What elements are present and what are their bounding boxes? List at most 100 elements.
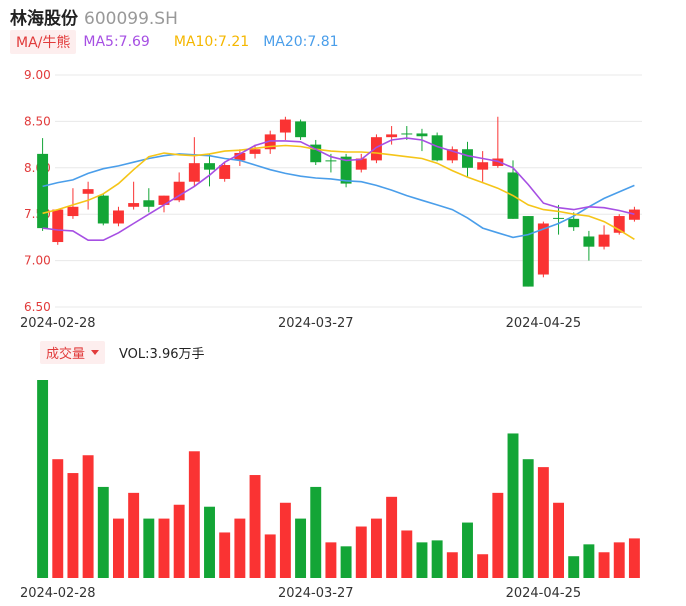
volume-bar — [386, 496, 398, 578]
volume-bar — [52, 459, 64, 578]
volume-bar — [37, 380, 49, 578]
candle-up — [234, 152, 246, 161]
ma20-value: MA20:7.81 — [263, 34, 339, 50]
candle-up — [477, 162, 489, 170]
candle-down — [401, 133, 413, 135]
volume-bar — [295, 518, 307, 578]
candle-up — [82, 189, 94, 194]
candle-down — [340, 156, 352, 184]
volume-bar — [82, 455, 94, 578]
candle-down — [295, 121, 307, 138]
candle-down — [431, 135, 443, 161]
candle-down — [522, 216, 534, 287]
volume-x-tick-label: 2024-03-27 — [278, 586, 354, 601]
candle-down — [37, 153, 49, 229]
volume-bar — [219, 532, 231, 578]
volume-indicator-label: 成交量 — [46, 346, 86, 362]
candle-down — [204, 163, 215, 170]
volume-bar — [97, 486, 109, 578]
volume-bar — [370, 518, 382, 578]
candle-up — [446, 149, 458, 161]
volume-bar — [492, 492, 504, 578]
y-tick-label: 7.00 — [24, 254, 51, 268]
candle-up — [112, 210, 124, 224]
candle-down — [97, 195, 109, 224]
candle-down — [568, 218, 580, 228]
volume-bar — [416, 542, 428, 578]
volume-bar — [310, 486, 322, 578]
candle-up — [370, 137, 382, 161]
candle-down — [416, 133, 428, 137]
volume-bar — [613, 542, 625, 578]
volume-bar — [204, 506, 215, 578]
volume-bar — [553, 502, 565, 578]
volume-indicator-selector[interactable]: 成交量 — [40, 340, 106, 364]
ma10-line — [42, 144, 635, 240]
volume-legend: 成交量 VOL:3.96万手 — [40, 340, 205, 364]
candle-up — [158, 195, 170, 205]
ma5-line — [42, 137, 635, 241]
candle-up — [355, 158, 367, 170]
stock-code: 600099.SH — [84, 9, 178, 29]
candle-up — [249, 149, 261, 154]
stock-header: 林海股份 600099.SH — [10, 4, 178, 29]
volume-bar — [249, 475, 261, 578]
x-tick-label: 2024-02-28 — [20, 316, 96, 331]
volume-bar — [264, 534, 276, 578]
volume-bar — [401, 530, 413, 578]
candle-up — [279, 119, 291, 133]
candle-up — [188, 163, 200, 182]
y-tick-label: 8.50 — [24, 114, 51, 128]
candle-up — [173, 181, 185, 201]
ma20-line — [42, 153, 635, 239]
x-tick-label: 2024-04-25 — [506, 316, 582, 331]
ma5-value: MA5:7.69 — [83, 34, 150, 50]
ma-indicator-selector[interactable]: MA/牛熊 — [10, 30, 77, 54]
candle-down — [325, 160, 337, 162]
candle-up — [386, 134, 398, 138]
candle-down — [553, 217, 565, 219]
candle-up — [613, 216, 625, 233]
volume-bar — [583, 544, 595, 578]
candle-up — [219, 165, 231, 179]
volume-bar — [325, 542, 337, 578]
candle-up — [492, 158, 504, 166]
candle-down — [462, 149, 473, 168]
candle-up — [264, 134, 276, 150]
volume-bar — [522, 459, 534, 578]
volume-x-tick-label: 2024-04-25 — [506, 586, 582, 601]
volume-bar — [477, 554, 489, 578]
volume-value: VOL:3.96万手 — [119, 346, 205, 362]
volume-x-tick-label: 2024-02-28 — [20, 586, 96, 601]
volume-bar — [234, 518, 246, 578]
candle-up — [537, 223, 549, 275]
volume-bar — [431, 540, 443, 578]
stock-name: 林海股份 — [10, 9, 78, 29]
volume-bar — [128, 492, 140, 578]
volume-bar — [188, 451, 200, 578]
candle-up — [598, 234, 610, 247]
volume-bar — [279, 502, 291, 578]
ma-legend: MA/牛熊 MA5:7.69 MA10:7.21 MA20:7.81 — [10, 30, 339, 54]
y-tick-label: 9.00 — [24, 68, 51, 82]
volume-bar — [355, 526, 367, 578]
volume-bar — [446, 552, 458, 578]
volume-bar — [143, 518, 155, 578]
volume-bar — [158, 518, 170, 578]
volume-bar — [628, 538, 640, 578]
volume-bar — [112, 518, 124, 578]
volume-bar — [507, 433, 519, 578]
candle-down — [310, 144, 322, 163]
candle-down — [583, 236, 595, 247]
volume-bar — [462, 522, 473, 578]
candle-down — [143, 200, 155, 207]
candle-up — [67, 206, 79, 217]
candle-up — [128, 203, 140, 207]
volume-bar — [568, 556, 580, 578]
y-tick-label: 6.50 — [24, 300, 51, 314]
candle-up — [628, 209, 640, 220]
candle-up — [52, 209, 64, 243]
volume-bar — [537, 467, 549, 578]
volume-bar — [173, 504, 185, 578]
